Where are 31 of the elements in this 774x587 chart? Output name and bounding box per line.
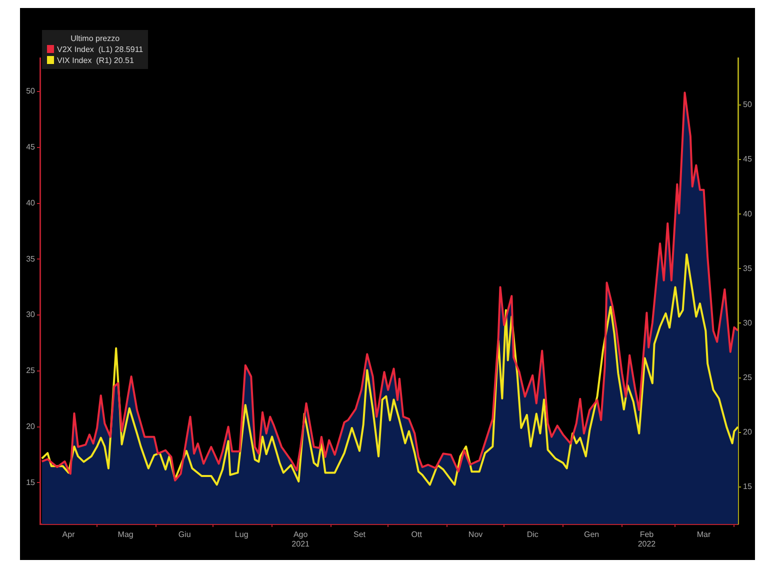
y-tick-label: 40 [26, 198, 36, 208]
x-tick-label: Nov [468, 530, 483, 540]
y2-tick-label: 35 [743, 264, 752, 273]
y-tick-label: 25 [26, 366, 36, 376]
y2-tick-label: 20 [743, 428, 752, 437]
x-tick-label: Mar [696, 530, 711, 540]
y-tick-label: 50 [26, 86, 36, 96]
y-tick-label: 45 [26, 142, 36, 152]
y-tick-label: 30 [26, 310, 36, 320]
x-tick-label: Gen [584, 530, 600, 540]
x-tick-label: Mag [118, 530, 134, 540]
y2-tick-label: 45 [743, 154, 752, 164]
x-tick-label: Lug [234, 530, 248, 540]
y2-tick-label: 40 [743, 209, 752, 218]
x-tick-label: Feb 2022 [638, 530, 656, 549]
y2-tick-label: 30 [743, 318, 752, 328]
y2-tick-label: 25 [743, 372, 752, 382]
x-tick-label: Dic [526, 530, 538, 540]
x-tick-label: Giu [178, 530, 191, 540]
y2-tick-label: 15 [743, 482, 752, 492]
x-tick-label: Ott [411, 530, 423, 540]
y-tick-label: 15 [26, 478, 36, 487]
legend-title: Ultimo prezzo [70, 33, 121, 44]
y-tick-label: 20 [26, 422, 36, 431]
x-tick-label: Ago 2021 [292, 530, 310, 549]
y2-tick-label: 50 [743, 100, 752, 110]
legend-label: V2X Index (L1) 28.5911 [57, 45, 144, 54]
x-tick-label: Apr [62, 530, 76, 540]
x-tick-label: Set [354, 530, 366, 540]
y-tick-label: 35 [26, 254, 36, 264]
legend-label: VIX Index (R1) 20.51 [57, 56, 134, 65]
